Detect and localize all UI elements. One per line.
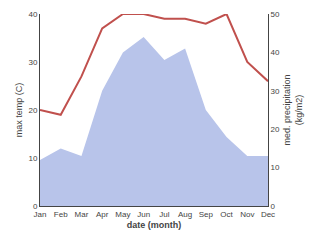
svg-text:max temp (C): max temp (C) bbox=[14, 83, 24, 138]
svg-text:20: 20 bbox=[28, 106, 37, 115]
svg-text:Jun: Jun bbox=[137, 210, 150, 219]
svg-text:Feb: Feb bbox=[54, 210, 68, 219]
svg-text:Dec: Dec bbox=[261, 210, 275, 219]
svg-text:20: 20 bbox=[271, 125, 280, 134]
svg-text:Aug: Aug bbox=[178, 210, 192, 219]
svg-text:30: 30 bbox=[28, 58, 37, 67]
svg-text:med. precipitation(kg/m2): med. precipitation(kg/m2) bbox=[282, 74, 304, 145]
svg-text:50: 50 bbox=[271, 10, 280, 19]
svg-text:40: 40 bbox=[28, 10, 37, 19]
svg-text:date (month): date (month) bbox=[127, 220, 182, 230]
svg-text:Sep: Sep bbox=[199, 210, 214, 219]
svg-text:May: May bbox=[115, 210, 130, 219]
svg-text:0: 0 bbox=[271, 202, 276, 211]
svg-text:Jul: Jul bbox=[159, 210, 169, 219]
svg-text:Nov: Nov bbox=[240, 210, 254, 219]
svg-text:Jan: Jan bbox=[34, 210, 47, 219]
svg-text:0: 0 bbox=[33, 202, 38, 211]
svg-text:Mar: Mar bbox=[75, 210, 89, 219]
svg-text:Apr: Apr bbox=[96, 210, 109, 219]
svg-text:40: 40 bbox=[271, 48, 280, 57]
svg-text:Oct: Oct bbox=[220, 210, 233, 219]
svg-text:10: 10 bbox=[271, 163, 280, 172]
svg-text:10: 10 bbox=[28, 154, 37, 163]
svg-text:30: 30 bbox=[271, 87, 280, 96]
